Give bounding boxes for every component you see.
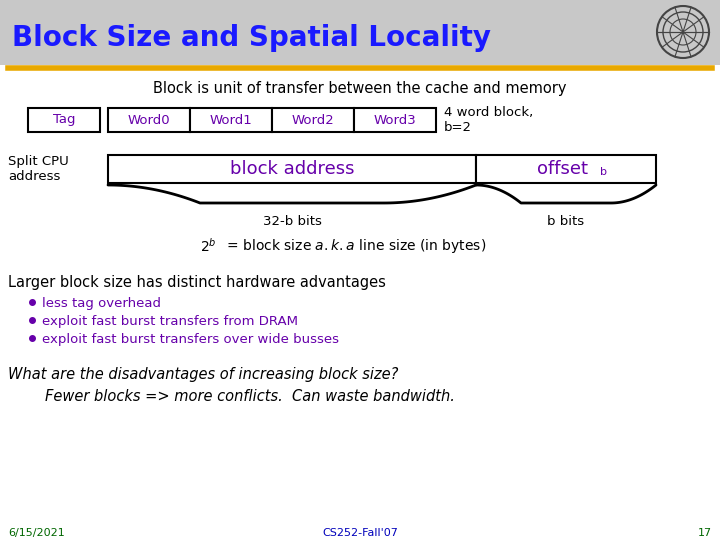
Text: = block size $a.k.a$ line size (in bytes): = block size $a.k.a$ line size (in bytes…	[222, 237, 486, 255]
Text: Word2: Word2	[292, 113, 334, 126]
FancyBboxPatch shape	[190, 108, 272, 132]
FancyBboxPatch shape	[476, 155, 656, 183]
Text: Larger block size has distinct hardware advantages: Larger block size has distinct hardware …	[8, 275, 386, 290]
Text: 17: 17	[698, 528, 712, 538]
Text: b: b	[600, 167, 607, 177]
Text: CS252-Fall'07: CS252-Fall'07	[322, 528, 398, 538]
Text: Word0: Word0	[127, 113, 171, 126]
Text: less tag overhead: less tag overhead	[42, 297, 161, 310]
Text: Split CPU
address: Split CPU address	[8, 155, 68, 183]
FancyBboxPatch shape	[28, 108, 100, 132]
Text: Word3: Word3	[374, 113, 416, 126]
Text: exploit fast burst transfers from DRAM: exploit fast burst transfers from DRAM	[42, 315, 298, 328]
FancyBboxPatch shape	[108, 155, 476, 183]
FancyBboxPatch shape	[272, 108, 354, 132]
Text: Tag: Tag	[53, 113, 76, 126]
FancyBboxPatch shape	[0, 0, 720, 65]
Text: block address: block address	[230, 160, 354, 178]
Text: 6/15/2021: 6/15/2021	[8, 528, 65, 538]
Text: Word1: Word1	[210, 113, 253, 126]
Text: 4 word block,
b=2: 4 word block, b=2	[444, 106, 534, 134]
FancyBboxPatch shape	[354, 108, 436, 132]
Text: Block is unit of transfer between the cache and memory: Block is unit of transfer between the ca…	[153, 80, 567, 96]
Text: offset: offset	[536, 160, 588, 178]
FancyBboxPatch shape	[108, 108, 190, 132]
Text: b bits: b bits	[547, 215, 585, 228]
Text: exploit fast burst transfers over wide busses: exploit fast burst transfers over wide b…	[42, 333, 339, 346]
Text: $2^b$: $2^b$	[200, 237, 217, 255]
Text: What are the disadvantages of increasing block size?: What are the disadvantages of increasing…	[8, 367, 398, 382]
Text: Block Size and Spatial Locality: Block Size and Spatial Locality	[12, 24, 491, 52]
Text: Fewer blocks => more conflicts.  Can waste bandwidth.: Fewer blocks => more conflicts. Can wast…	[8, 389, 455, 404]
Text: 32-b bits: 32-b bits	[263, 215, 321, 228]
